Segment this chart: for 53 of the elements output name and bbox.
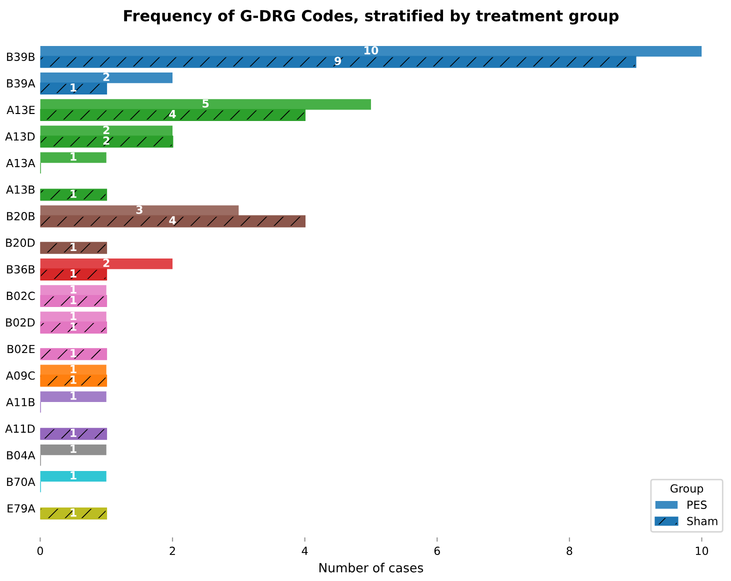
data-label: 1 bbox=[70, 508, 76, 517]
y-tick-label: B20D bbox=[6, 238, 35, 247]
data-label: 1 bbox=[70, 83, 76, 92]
x-tick-label: 8 bbox=[566, 546, 572, 556]
y-tick-label: B02E bbox=[8, 344, 35, 354]
x-tick-label: 4 bbox=[302, 546, 308, 555]
x-tick-label: 0 bbox=[37, 546, 43, 556]
y-tick-label: A13B bbox=[6, 185, 35, 194]
data-label: 1 bbox=[70, 285, 76, 294]
legend-label: Sham bbox=[687, 516, 718, 526]
y-tick-label: B70A bbox=[7, 478, 36, 486]
data-label: 1 bbox=[70, 242, 76, 251]
data-label: 1 bbox=[70, 392, 76, 400]
x-tick-label: 10 bbox=[696, 546, 708, 556]
data-label: 1 bbox=[70, 269, 76, 278]
y-tick-label: A13A bbox=[6, 158, 36, 168]
y-tick-label: B02C bbox=[6, 292, 35, 300]
data-label: 1 bbox=[70, 428, 76, 437]
y-tick-label: B39B bbox=[7, 52, 35, 61]
data-label: 2 bbox=[103, 126, 110, 134]
data-label: 1 bbox=[70, 349, 76, 358]
y-tick-label: A09C bbox=[6, 371, 35, 380]
y-tick-label: A13D bbox=[5, 132, 35, 141]
data-label: 10 bbox=[364, 46, 378, 55]
data-label: 2 bbox=[103, 136, 110, 145]
data-label: 1 bbox=[70, 296, 76, 304]
x-axis-title: Number of cases bbox=[319, 562, 424, 572]
data-label: 5 bbox=[202, 99, 209, 108]
chart-title: Frequency of G-DRG Codes, stratified by treatment group bbox=[124, 10, 619, 25]
data-label: 4 bbox=[169, 110, 176, 118]
x-tick-label: 2 bbox=[170, 546, 175, 555]
y-tick-label: A11B bbox=[6, 398, 35, 406]
y-tick-label: B36B bbox=[7, 265, 35, 274]
y-tick-label: B02D bbox=[6, 318, 35, 327]
data-label: 3 bbox=[136, 206, 142, 214]
y-tick-label: B39A bbox=[7, 79, 36, 88]
data-label: 1 bbox=[70, 444, 76, 453]
y-tick-label: A11D bbox=[5, 424, 35, 433]
y-tick-label: E79A bbox=[8, 504, 36, 513]
data-label: 2 bbox=[103, 258, 110, 267]
data-label: 2 bbox=[103, 72, 110, 81]
x-tick-label: 6 bbox=[434, 546, 440, 556]
y-tick-label: B20B bbox=[7, 212, 35, 220]
y-tick-label: A13E bbox=[6, 106, 35, 114]
y-tick-label: B04A bbox=[7, 451, 36, 460]
data-label: 4 bbox=[169, 216, 176, 224]
data-label: 1 bbox=[70, 471, 76, 480]
data-label: 1 bbox=[70, 365, 76, 374]
data-label: 1 bbox=[70, 312, 76, 320]
data-label: 1 bbox=[70, 152, 76, 161]
legend-title: Group bbox=[670, 484, 704, 495]
data-label: 1 bbox=[70, 376, 76, 384]
legend-label: PES bbox=[688, 500, 707, 509]
